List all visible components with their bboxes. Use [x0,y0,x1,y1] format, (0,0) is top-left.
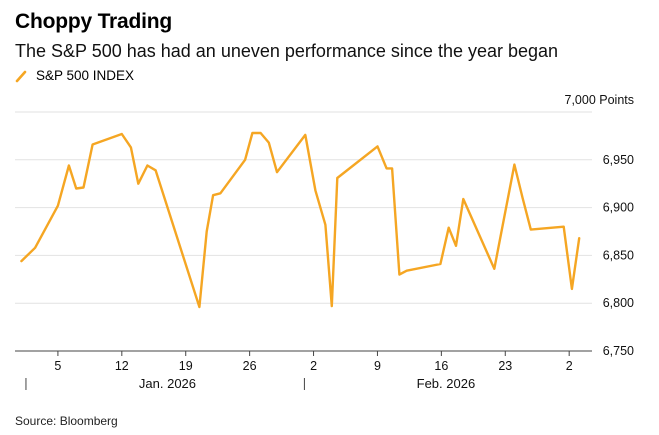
x-tick-label: 19 [179,359,193,373]
x-tick-label: 26 [243,359,257,373]
y-tick-label-6850: 6,850 [603,248,634,262]
y-tick-label-6900: 6,900 [603,201,634,215]
month-label: Feb. 2026 [417,376,476,391]
x-tick-label: 2 [566,359,573,373]
series-line-sp500 [20,131,581,309]
y-tick-label-7000: 7,000 Points [565,93,635,107]
y-tick-label-6750: 6,750 [603,344,634,358]
x-tick-label: 16 [434,359,448,373]
legend: S&P 500 INDEX [15,68,134,83]
chart-subtitle: The S&P 500 has had an uneven performanc… [15,41,559,61]
x-tick-label: 12 [115,359,129,373]
x-tick-label: 23 [498,359,512,373]
source-note: Source: Bloomberg [15,414,118,428]
chart-title: Choppy Trading [15,10,173,33]
x-axis: 5 12 19 26 2 9 16 23 2 Jan. 2026 Feb. 2026 [15,350,592,391]
y-axis-labels: 6,750 6,800 6,850 6,900 6,950 7,000 Points [565,93,635,358]
y-tick-label-6800: 6,800 [603,296,634,310]
month-label: Jan. 2026 [139,376,196,391]
series [20,131,581,309]
legend-label: S&P 500 INDEX [36,68,135,83]
x-tick-label: 2 [310,359,317,373]
x-tick-label: 9 [374,359,381,373]
x-tick-label: 5 [54,359,61,373]
y-tick-label-6950: 6,950 [603,153,634,167]
legend-line-icon [15,69,29,83]
